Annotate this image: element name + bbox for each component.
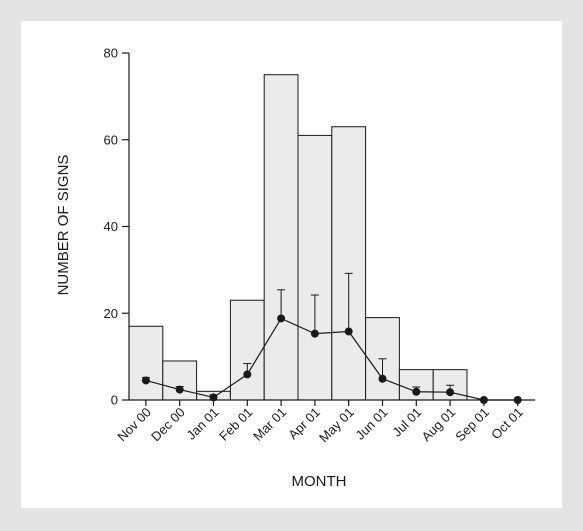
mean-point-jul-01 (412, 387, 421, 396)
bar-may-01 (331, 126, 367, 401)
x-tick-label-nov-00: Nov 00 (114, 405, 154, 445)
mean-point-nov-00 (141, 376, 150, 385)
mean-line (145, 317, 518, 401)
bar-apr-01 (297, 134, 333, 401)
x-tick-label-aug-01: Aug 01 (418, 405, 458, 445)
mean-line-series (141, 272, 522, 404)
chart-figure: 0 20 40 60 80 Nov 00 Dec 00 Jan 01 Feb 01 Mar 01 A… (21, 21, 562, 508)
x-axis-title: MONTH (292, 473, 347, 490)
y-tick-label-20: 20 (104, 306, 118, 321)
x-tick-label-mar-01: Mar 01 (250, 405, 289, 444)
x-tick-label-oct-01: Oct 01 (488, 405, 526, 443)
x-tick-label-may-01: May 01 (316, 405, 357, 446)
x-tick-label-sep-01: Sep 01 (452, 405, 492, 445)
bar-mar-01 (263, 74, 299, 401)
x-tick-label-dec-00: Dec 00 (148, 405, 188, 445)
bar-nov-00 (128, 325, 164, 401)
x-tick-label-jan-01: Jan 01 (183, 405, 221, 443)
y-tick-label-80: 80 (104, 46, 118, 61)
mean-point-dec-00 (175, 385, 184, 394)
bars (128, 74, 468, 401)
y-axis-title: NUMBER OF SIGNS (55, 155, 72, 296)
mean-point-jun-01 (378, 374, 387, 383)
mean-point-jan-01 (209, 393, 218, 402)
bar-dec-00 (162, 360, 198, 401)
x-tick-label-feb-01: Feb 01 (216, 405, 255, 444)
mean-point-mar-01 (277, 314, 286, 323)
y-tick-label-40: 40 (104, 219, 118, 234)
mean-point-apr-01 (310, 329, 319, 338)
bar-feb-01 (229, 299, 265, 401)
y-tick-label-0: 0 (111, 393, 118, 408)
mean-point-feb-01 (243, 370, 252, 379)
mean-point-may-01 (344, 327, 353, 336)
mean-point-aug-01 (446, 388, 455, 397)
x-tick-label-jun-01: Jun 01 (352, 405, 390, 443)
y-tick-label-60: 60 (104, 132, 118, 147)
